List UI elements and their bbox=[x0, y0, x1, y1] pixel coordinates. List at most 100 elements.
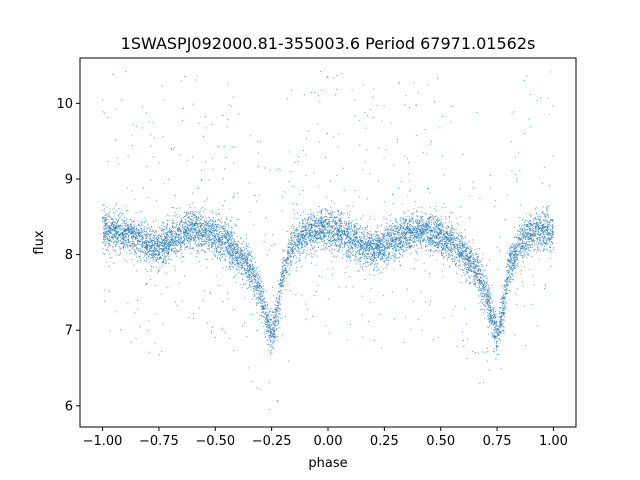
data-point bbox=[241, 256, 243, 258]
data-point bbox=[410, 246, 412, 248]
data-point bbox=[442, 155, 444, 157]
data-point bbox=[527, 226, 529, 228]
data-point bbox=[371, 255, 373, 257]
data-point bbox=[375, 251, 377, 253]
data-point bbox=[382, 246, 384, 248]
data-point bbox=[343, 242, 345, 244]
data-point bbox=[262, 285, 264, 287]
data-point bbox=[325, 235, 327, 237]
data-point bbox=[406, 246, 408, 248]
data-point bbox=[328, 239, 330, 241]
data-point bbox=[199, 223, 201, 225]
data-point bbox=[355, 225, 357, 227]
data-point bbox=[394, 225, 396, 227]
data-point bbox=[517, 152, 519, 154]
data-point bbox=[510, 268, 512, 270]
data-point bbox=[468, 267, 470, 269]
data-point bbox=[464, 229, 466, 231]
data-point bbox=[490, 309, 492, 311]
data-point bbox=[509, 252, 511, 254]
data-point bbox=[446, 245, 448, 247]
data-point bbox=[362, 245, 364, 247]
data-point bbox=[273, 316, 275, 318]
data-point bbox=[227, 241, 229, 243]
data-point bbox=[433, 239, 435, 241]
data-point bbox=[248, 270, 250, 272]
data-point bbox=[322, 241, 324, 243]
data-point bbox=[222, 301, 224, 303]
data-point bbox=[287, 98, 289, 100]
data-point bbox=[186, 227, 188, 229]
data-point bbox=[447, 226, 449, 228]
data-point bbox=[151, 265, 153, 267]
data-point bbox=[534, 235, 536, 237]
data-point bbox=[114, 233, 116, 235]
data-point bbox=[535, 226, 537, 228]
data-point bbox=[303, 94, 305, 96]
data-point bbox=[434, 216, 436, 218]
data-point bbox=[463, 246, 465, 248]
data-point bbox=[446, 229, 448, 231]
data-point bbox=[266, 331, 268, 333]
data-point bbox=[205, 161, 207, 163]
data-point bbox=[552, 219, 554, 221]
data-point bbox=[194, 241, 196, 243]
data-point bbox=[339, 235, 341, 237]
data-point bbox=[128, 242, 130, 244]
data-point bbox=[168, 215, 170, 217]
data-point bbox=[228, 224, 230, 226]
data-point bbox=[213, 236, 215, 238]
data-point bbox=[228, 260, 230, 262]
data-point bbox=[266, 328, 268, 330]
data-point bbox=[305, 232, 307, 234]
data-point bbox=[414, 241, 416, 243]
data-point bbox=[421, 231, 423, 233]
data-point bbox=[257, 278, 259, 280]
data-point bbox=[415, 251, 417, 253]
data-point bbox=[322, 231, 324, 233]
data-point bbox=[202, 235, 203, 237]
data-point bbox=[410, 220, 412, 222]
data-point bbox=[265, 312, 267, 314]
data-point bbox=[338, 233, 340, 235]
data-point bbox=[216, 246, 218, 248]
data-point bbox=[401, 255, 403, 257]
data-point bbox=[345, 225, 347, 227]
data-point bbox=[236, 261, 238, 263]
data-point bbox=[406, 237, 408, 239]
data-point bbox=[407, 173, 409, 175]
data-point bbox=[236, 218, 238, 220]
data-point bbox=[399, 228, 401, 230]
data-point bbox=[115, 250, 116, 252]
data-point bbox=[330, 228, 332, 230]
data-point bbox=[480, 299, 482, 301]
data-point bbox=[462, 250, 464, 252]
data-point bbox=[308, 233, 310, 235]
data-point bbox=[472, 242, 474, 244]
data-point bbox=[162, 136, 164, 138]
data-point bbox=[387, 232, 389, 234]
data-point bbox=[192, 156, 194, 158]
data-point bbox=[520, 248, 522, 250]
data-point bbox=[413, 225, 415, 227]
data-point bbox=[342, 225, 344, 227]
data-point bbox=[248, 269, 250, 271]
data-point bbox=[495, 316, 497, 318]
data-point bbox=[222, 267, 224, 269]
data-point bbox=[181, 225, 183, 227]
data-point bbox=[276, 320, 278, 322]
data-point bbox=[349, 211, 351, 213]
data-point bbox=[156, 250, 158, 252]
data-point bbox=[226, 246, 228, 248]
data-point bbox=[406, 230, 408, 232]
data-point bbox=[253, 276, 255, 278]
data-point bbox=[205, 227, 207, 229]
data-point bbox=[357, 252, 359, 254]
data-point bbox=[153, 235, 155, 237]
data-point bbox=[290, 256, 292, 258]
data-point bbox=[546, 229, 548, 231]
data-point bbox=[174, 243, 176, 245]
data-point bbox=[171, 259, 173, 261]
data-point bbox=[477, 276, 479, 278]
data-point bbox=[466, 358, 468, 360]
